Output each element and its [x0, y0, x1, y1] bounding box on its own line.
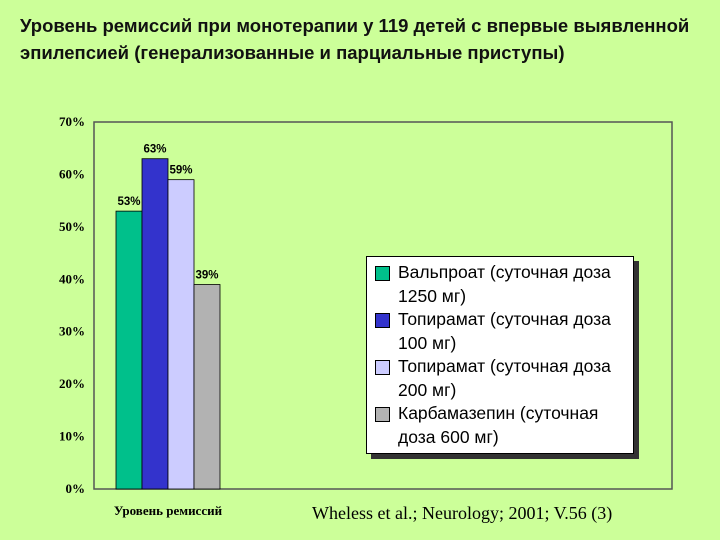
legend-entry-4: Карбамазепин (суточная доза 600 мг)	[375, 402, 629, 449]
slide-title: Уровень ремиссий при монотерапии у 119 д…	[20, 15, 690, 63]
legend-entry-1: Вальпроат (суточная доза 1250 мг)	[375, 261, 629, 308]
y-tick-label: 30%	[59, 324, 85, 339]
y-tick-label: 70%	[59, 114, 85, 129]
bar-series-2	[141, 158, 169, 490]
data-labels: 53% 63%59% 39%	[117, 144, 218, 282]
bars	[115, 158, 221, 490]
data-label-series-2: 63%	[143, 144, 166, 156]
y-tick-label: 60%	[59, 166, 85, 181]
legend-entry-3: Топирамат (суточная доза 200 мг)	[375, 355, 629, 402]
legend-label: Карбамазепин (суточная доза 600 мг)	[398, 403, 599, 447]
bar-series-3	[167, 179, 195, 490]
bar-series-1	[115, 210, 143, 490]
legend-swatch	[375, 360, 390, 375]
data-label-series-1: 53%	[117, 196, 140, 208]
legend-swatch	[375, 266, 390, 281]
legend: Вальпроат (суточная доза 1250 мг) Топирам…	[366, 256, 634, 454]
y-tick-label: 40%	[59, 271, 85, 286]
legend-entry-2: Топирамат (суточная доза 100 мг)	[375, 308, 629, 355]
y-tick-label: 0%	[66, 481, 86, 496]
y-axis: 0% 10% 20% 30% 40% 50% 60% 70%	[59, 114, 85, 496]
source-citation: Wheless et al.; Neurology; 2001; V.56 (3…	[312, 503, 613, 523]
legend-label: Топирамат (суточная доза 100 мг)	[398, 309, 611, 353]
bar-series-4	[193, 284, 221, 490]
legend-label: Вальпроат (суточная доза 1250 мг)	[398, 262, 611, 306]
data-label-series-4: 39%	[195, 270, 218, 282]
x-axis-label: Уровень ремиссий	[114, 503, 223, 518]
data-label-series-3: 59%	[169, 165, 192, 177]
legend-swatch	[375, 313, 390, 328]
y-tick-label: 50%	[59, 219, 85, 234]
legend-label: Топирамат (суточная доза 200 мг)	[398, 356, 611, 400]
y-tick-label: 10%	[59, 429, 85, 444]
legend-swatch	[375, 407, 390, 422]
y-tick-label: 20%	[59, 376, 85, 391]
